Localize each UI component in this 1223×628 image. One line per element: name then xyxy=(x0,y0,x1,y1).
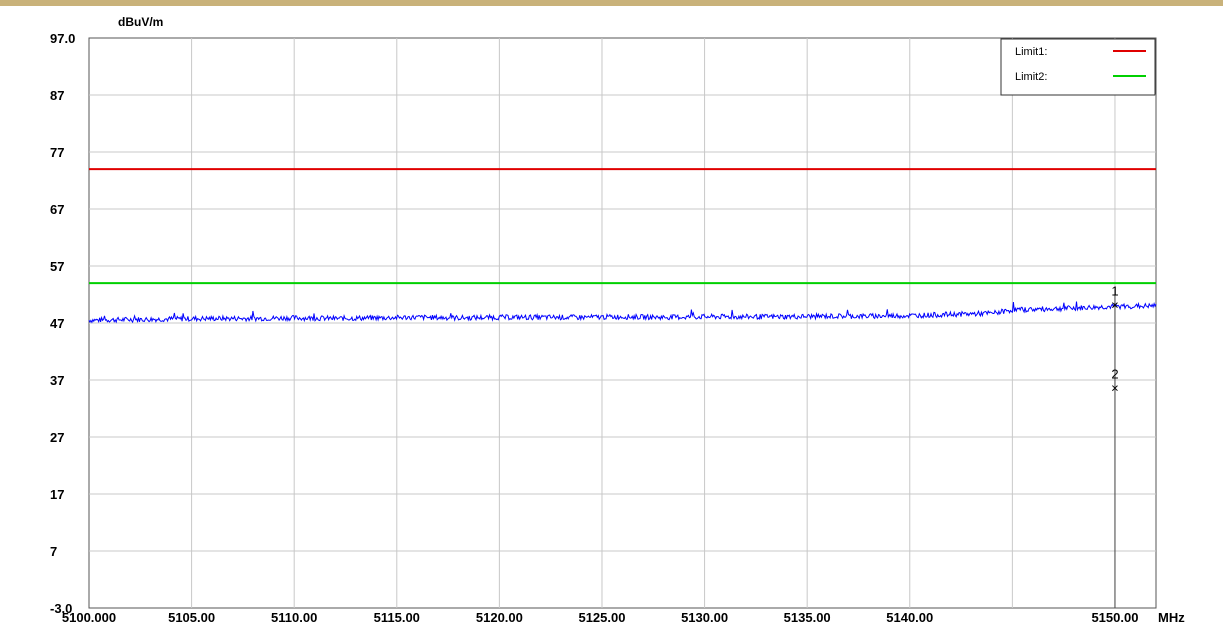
y-tick-label: -3.0 xyxy=(50,601,72,616)
y-tick-label: 57 xyxy=(50,259,64,274)
legend-box xyxy=(1000,38,1156,96)
legend-label: Limit2: xyxy=(1015,71,1047,83)
x-tick-label: 5135.00 xyxy=(784,610,831,625)
grid-lines xyxy=(89,38,1156,608)
legend-label: Limit1: xyxy=(1015,46,1047,58)
marker-number: 1 xyxy=(1111,283,1118,298)
trace-line xyxy=(88,301,1157,324)
limit-lines xyxy=(89,168,1156,285)
y-tick-label: 17 xyxy=(50,487,64,502)
x-tick-label: 5100.000 xyxy=(62,610,116,625)
x-tick-label: 5130.00 xyxy=(681,610,728,625)
y-tick-label: 77 xyxy=(50,145,64,160)
y-tick-label: 27 xyxy=(50,430,64,445)
x-tick-label: 5120.00 xyxy=(476,610,523,625)
y-tick-label: 87 xyxy=(50,88,64,103)
trace-group xyxy=(88,301,1157,324)
x-tick-label: 5125.00 xyxy=(578,610,625,625)
y-tick-label: 7 xyxy=(50,544,57,559)
y-tick-label: 47 xyxy=(50,316,64,331)
marker-symbol: × xyxy=(1111,297,1119,312)
x-axis-labels: 5100.000 5105.00 5110.00 5115.00 5120.00 5125… xyxy=(62,610,1139,625)
x-tick-label: 5105.00 xyxy=(168,610,215,625)
y-axis-labels: 97.0 87 77 67 57 47 37 27 17 7 -3.0 xyxy=(50,31,75,616)
y-axis-unit: dBuV/m xyxy=(118,15,163,29)
marker-group: 1×2× xyxy=(1111,283,1119,608)
legend: Limit1: Limit2: xyxy=(1000,38,1156,96)
marker-symbol: × xyxy=(1111,381,1119,396)
x-tick-label: 5110.00 xyxy=(271,610,317,625)
x-tick-label: 5115.00 xyxy=(374,610,420,625)
x-axis-unit: MHz xyxy=(1158,610,1185,625)
x-tick-label: 5150.00 xyxy=(1091,610,1138,625)
x-tick-label: 5140.00 xyxy=(886,610,933,625)
marker-number: 2 xyxy=(1111,367,1118,382)
y-tick-label: 67 xyxy=(50,202,64,217)
y-tick-label: 97.0 xyxy=(50,31,75,46)
top-toolbar-strip xyxy=(0,0,1223,6)
y-tick-label: 37 xyxy=(50,373,64,388)
